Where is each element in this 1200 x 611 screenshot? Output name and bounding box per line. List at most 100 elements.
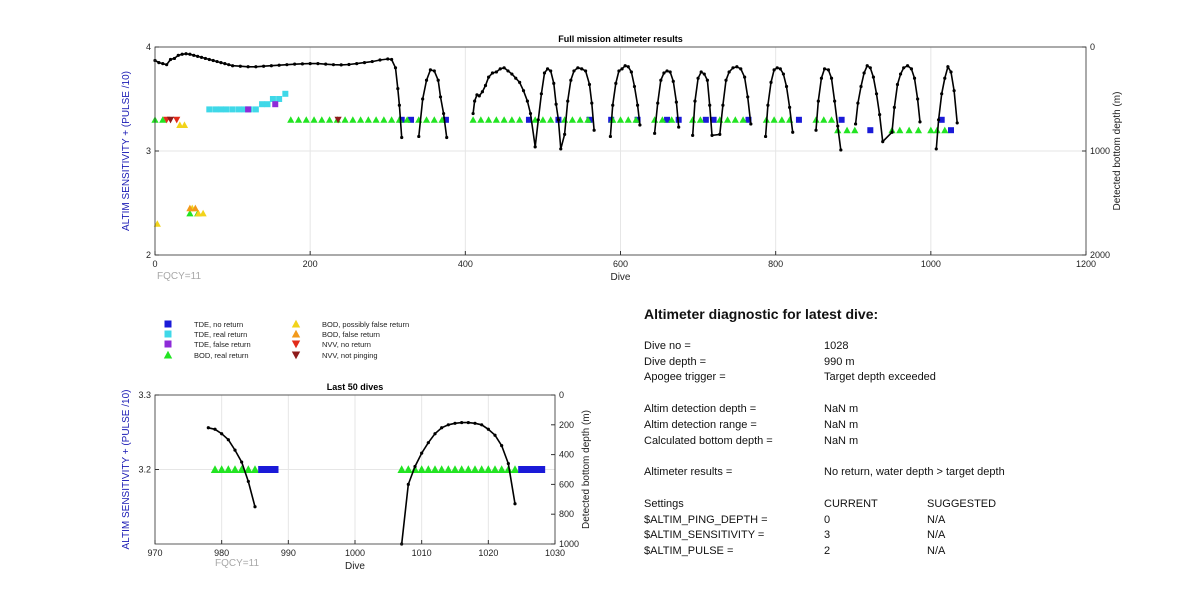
main-chart-ytick-label: 3 (146, 146, 151, 156)
main-chart-point (723, 116, 732, 123)
main-chart-point (398, 116, 405, 123)
main-chart-y2tick-label: 0 (1090, 42, 1095, 52)
last50-chart-depth-point (460, 420, 464, 425)
main-chart-point (259, 101, 266, 108)
main-chart-depth-point (902, 66, 906, 70)
altimeter-diagnostic-panel: Altimeter diagnostic for latest dive: Di… (644, 306, 1184, 559)
main-chart-depth-point (749, 122, 753, 126)
main-chart-point (485, 116, 493, 123)
main-chart-depth-point (396, 87, 400, 91)
main-chart-point (941, 126, 949, 134)
last50-chart-depth-point (226, 438, 230, 442)
main-chart-depth-point (539, 92, 543, 96)
last50-chart-depth-point (413, 464, 417, 469)
main-chart-point (820, 116, 828, 123)
main-chart-depth-point (871, 75, 876, 79)
legend-label: TDE, false return (194, 340, 251, 349)
legend-marker (164, 340, 172, 348)
main-chart-point (851, 126, 859, 134)
main-chart-depth-point (905, 64, 910, 68)
main-chart-depth-point (473, 99, 477, 103)
main-chart-depth-point (916, 97, 920, 101)
main-chart-depth-point (629, 70, 633, 74)
ping-depth-row: $ALTIM_PING_DEPTH = 0 N/A (644, 512, 1184, 528)
main-chart-point (349, 116, 357, 123)
last50-chart-depth-point (446, 423, 450, 427)
main-chart-depth-point (227, 63, 231, 67)
main-chart-depth-point (739, 67, 743, 71)
main-chart-point (318, 116, 326, 123)
legend-marker (163, 350, 173, 359)
main-chart-point (914, 126, 923, 134)
last50-chart-point (497, 465, 506, 473)
last50-chart-depth-point (220, 432, 224, 436)
main-chart-depth-line (154, 52, 403, 138)
main-chart-point (584, 116, 592, 123)
main-chart-depth-point (536, 118, 540, 122)
main-chart-point (388, 116, 396, 123)
main-chart-depth-point (223, 62, 227, 66)
main-chart-depth-point (559, 147, 563, 151)
last50-chart-points (210, 465, 546, 473)
legend-label: NVV, no return (322, 340, 371, 349)
last50-chart-xlabel: Dive (345, 561, 365, 572)
legend-item (291, 351, 301, 360)
main-chart-depth-point (949, 70, 953, 74)
legend-marker (291, 340, 301, 349)
main-chart-depth-point (324, 62, 328, 66)
main-chart-depth-point (196, 54, 200, 58)
sensitivity-suggested: N/A (927, 529, 946, 542)
last50-chart-depth-point (513, 502, 517, 506)
main-chart-depth-point (238, 64, 242, 68)
main-chart-depth-point (246, 65, 250, 69)
main-chart-depth-point (784, 84, 789, 89)
last50-chart-depth-point (473, 421, 477, 425)
last50-chart-point (250, 465, 260, 473)
main-chart-point (547, 116, 555, 123)
main-chart-depth-point (699, 70, 703, 74)
main-chart-point (229, 106, 236, 113)
main-chart-point (778, 116, 786, 123)
ping-depth-label: $ALTIM_PING_DEPTH = (644, 513, 768, 526)
main-chart-point (403, 116, 411, 123)
main-chart-point (508, 116, 516, 123)
main-chart-depth-point (277, 63, 281, 67)
last50-chart-point (538, 466, 546, 473)
main-chart-depth-point (184, 52, 188, 56)
main-chart-point (206, 106, 213, 113)
last50-chart-depth-point (453, 421, 457, 425)
main-chart-depth-point (590, 101, 594, 105)
main-chart-depth-point (316, 62, 320, 66)
main-chart-depth-point (442, 111, 446, 116)
main-chart-depth-point (769, 80, 773, 84)
legend-item (163, 350, 173, 359)
main-chart-depth-point (778, 67, 782, 71)
last50-chart-xtick-label: 1020 (478, 548, 498, 558)
main-chart-depth-point (955, 121, 959, 125)
main-chart-point (380, 116, 388, 123)
main-chart-point (199, 209, 207, 217)
main-chart-xtick-label: 200 (303, 259, 318, 269)
main-chart-ytick-label: 4 (146, 42, 151, 52)
main-chart-point (276, 96, 283, 102)
last50-chart-ytick-label: 3.3 (138, 390, 151, 400)
main-chart-depth-point (545, 67, 550, 71)
main-chart-depth-point (727, 70, 731, 74)
main-chart-depth-line (472, 66, 595, 150)
main-chart-depth-point (269, 64, 273, 68)
last50-chart-depth-point (433, 432, 437, 436)
last50-chart-point (264, 466, 272, 473)
pulse-current: 2 (824, 545, 831, 558)
main-chart-depth-point (502, 66, 506, 70)
main-chart-point (334, 116, 342, 124)
main-chart-depth-point (943, 76, 947, 80)
main-chart-depth-line (815, 67, 842, 151)
main-chart-depth-point (576, 66, 580, 70)
main-chart-point (212, 106, 219, 113)
main-chart-depth-point (417, 134, 421, 139)
main-chart-point (294, 116, 303, 123)
main-chart-point (252, 106, 259, 113)
main-chart-depth-point (763, 134, 768, 139)
main-chart-depth-point (853, 122, 858, 126)
main-chart-point (372, 116, 380, 123)
